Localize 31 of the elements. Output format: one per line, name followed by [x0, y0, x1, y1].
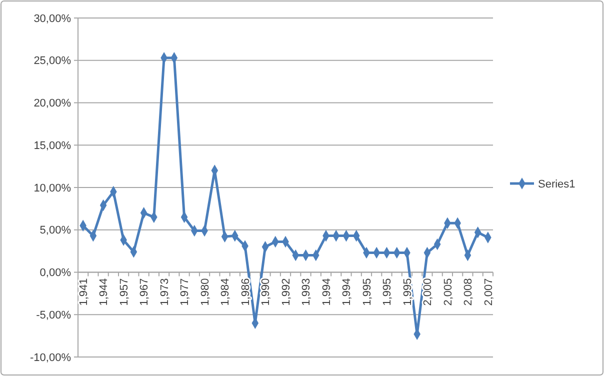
x-tick-label: 1,990 [260, 278, 272, 306]
x-tick-label: 1,980 [199, 278, 212, 306]
x-tick-label: 1,992 [280, 278, 292, 306]
x-tick-label: 1,967 [138, 278, 151, 306]
y-tick-label: -5,00% [36, 309, 72, 322]
x-tick-label: 1,984 [220, 278, 232, 306]
y-tick-label: 20,00% [34, 98, 72, 110]
x-tick-label: 1,995 [361, 278, 374, 306]
y-tick-label: -10,00% [30, 352, 72, 364]
x-tick-label: 1,993 [300, 278, 313, 306]
y-tick-label: 15,00% [34, 140, 72, 152]
y-tick-label: 0,00% [40, 267, 72, 280]
x-tick-label: 1,977 [179, 278, 192, 306]
x-tick-label: 1,995 [402, 278, 414, 306]
x-tick-label: 1,994 [320, 278, 333, 306]
x-tick-label: 2,008 [462, 278, 475, 306]
x-tick-label: 1,995 [382, 278, 394, 306]
x-tick-label: 2,000 [422, 278, 434, 306]
x-tick-label: 1,994 [341, 278, 354, 306]
y-tick-label: 30,00% [34, 12, 72, 25]
y-tick-label: 25,00% [34, 55, 72, 68]
x-tick-label: 1,941 [78, 278, 90, 306]
x-tick-label: 1,944 [98, 278, 110, 306]
y-tick-label: 5,00% [40, 224, 72, 237]
legend-label: Series1 [538, 178, 576, 190]
x-tick-label: 1,986 [240, 278, 252, 306]
y-tick-label: 10,00% [34, 182, 72, 194]
x-tick-label: 1,957 [118, 278, 130, 306]
x-tick-label: 2,005 [442, 278, 454, 306]
x-tick-label: 1,973 [158, 278, 171, 306]
x-tick-label: 2,007 [482, 278, 495, 306]
